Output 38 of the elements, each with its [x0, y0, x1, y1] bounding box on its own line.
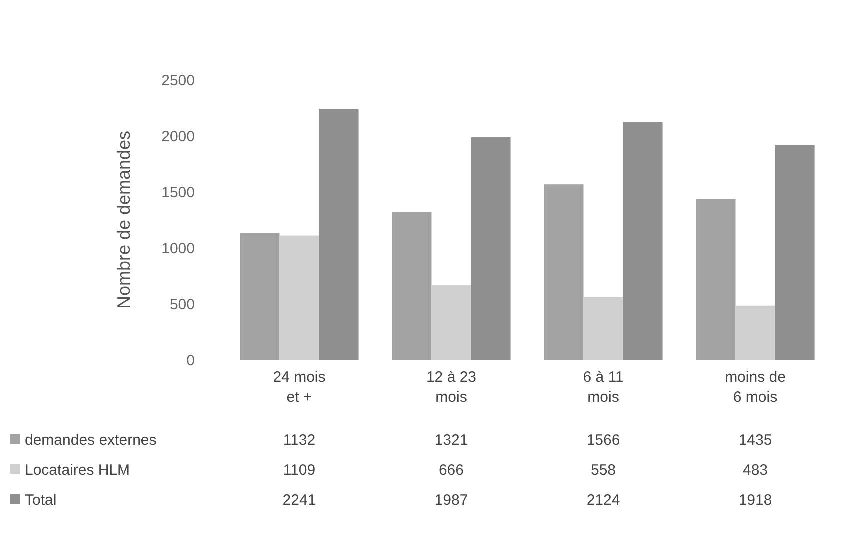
bar: [392, 212, 432, 360]
bar: [471, 137, 511, 360]
data-label: 2124: [586, 492, 620, 509]
bar: [432, 285, 472, 360]
legend-label: Total: [25, 492, 57, 509]
bar: [280, 236, 320, 360]
data-label: 1132: [283, 432, 316, 449]
legend-label: demandes externes: [25, 432, 157, 449]
data-label: 2241: [282, 492, 316, 509]
bar: [775, 145, 815, 360]
y-tick-label: 2500: [162, 72, 195, 90]
data-label: 1918: [738, 492, 772, 509]
data-label: 1321: [434, 432, 468, 449]
bar: [544, 184, 584, 360]
data-label: 1109: [283, 462, 316, 479]
data-label: 1435: [738, 432, 772, 449]
data-label: 1987: [434, 492, 468, 509]
legend-label: Locataires HLM: [25, 462, 130, 479]
bar: [319, 109, 359, 360]
y-axis-title: Nombre de demandes: [114, 130, 134, 310]
y-tick-label: 0: [186, 352, 195, 370]
bar: [584, 298, 624, 360]
x-tick-label: 6 à 11 mois: [583, 369, 624, 406]
bar: [240, 233, 280, 360]
x-tick-label: moins de 6 mois: [725, 369, 786, 406]
x-tick-label: 24 mois et +: [273, 369, 326, 406]
bar: [696, 199, 736, 360]
x-tick-label: 12 à 23 mois: [426, 369, 477, 406]
y-tick-label: 1000: [162, 240, 195, 258]
y-tick-label: 1500: [162, 184, 195, 202]
data-label: 558: [590, 462, 616, 479]
data-label: 483: [743, 462, 768, 479]
data-label: 1566: [586, 432, 620, 449]
bar: [623, 122, 663, 360]
data-label: 666: [438, 462, 464, 479]
bar: [736, 306, 776, 360]
y-tick-label: 2000: [162, 128, 195, 146]
y-tick-label: 500: [170, 296, 195, 314]
